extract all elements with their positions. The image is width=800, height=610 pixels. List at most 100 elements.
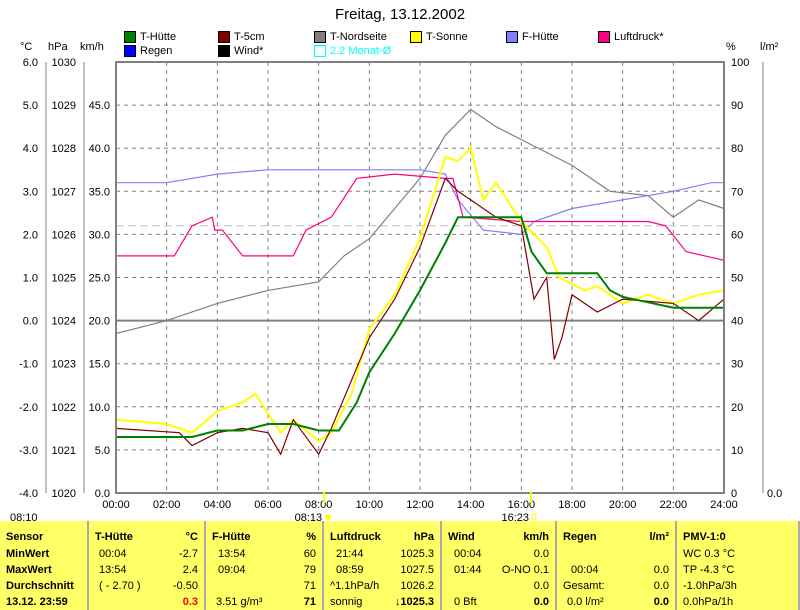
legend-label: T-Nordseite: [330, 31, 387, 43]
plot-frame: [115, 61, 725, 494]
legend-swatch: [506, 31, 518, 43]
legend-item: F-Hütte: [506, 31, 559, 43]
x-tick-label: 10:00: [356, 499, 384, 511]
x-tick-label: 20:00: [609, 499, 637, 511]
percent-tick-label: 90: [731, 100, 743, 112]
min-time: 21:44: [336, 548, 364, 560]
t-huette-column: T-Hütte °C 00:04 -2.7 13:54 2.4 ( - 2.70 ) -…: [89, 521, 206, 610]
max-value: 79: [303, 564, 316, 576]
sun-icon: [325, 514, 332, 520]
col-unit: hPa: [413, 531, 434, 543]
min-value: 0.0: [533, 548, 549, 560]
axis-unit-label: l/m²: [760, 41, 779, 53]
row-label-max: MaxWert: [6, 564, 52, 576]
avg-value: 1026.2: [400, 580, 434, 592]
update-time: 08:10: [10, 512, 38, 521]
legend-item: Luftdruck*: [598, 31, 664, 43]
x-tick-label: 00:00: [102, 499, 130, 511]
percent-tick-label: 20: [731, 402, 743, 414]
hpa-tick-label: 1026: [52, 229, 76, 241]
total-value: 0.0: [653, 580, 669, 592]
legend-label: Luftdruck*: [614, 31, 664, 43]
legend-swatch: [218, 45, 230, 57]
row-label-avg: Durchschnitt: [6, 580, 74, 592]
percent-tick-label: 10: [731, 445, 743, 457]
legend-item: T-5cm: [218, 31, 265, 43]
current-value: 0.0: [653, 596, 669, 608]
legend-swatch: [314, 31, 326, 43]
max-time: 09:04: [218, 564, 246, 576]
legend-label: T-5cm: [234, 31, 265, 43]
dewpoint: TP -4.3 °C: [683, 564, 735, 576]
celsius-tick-label: 5.0: [23, 100, 38, 112]
hpa-tick-label: 1021: [52, 445, 76, 457]
hpa-tick-label: 1025: [52, 273, 76, 285]
percent-tick-label: 0: [731, 488, 737, 500]
max-value: 0.0: [653, 564, 669, 576]
col-header: T-Hütte: [95, 531, 133, 543]
percent-tick-label: 40: [731, 316, 743, 328]
legend-item: T-Hütte: [124, 31, 176, 43]
hpa-tick-label: 1028: [52, 143, 76, 155]
celsius-tick-label: 6.0: [23, 57, 38, 69]
x-tick-label: 18:00: [558, 499, 586, 511]
x-tick-label: 04:00: [204, 499, 232, 511]
col-unit: °C: [185, 531, 198, 543]
max-time: 01:44: [454, 564, 482, 576]
series-line-t-h-tte: [116, 216, 724, 438]
kmh-tick-label: 5.0: [95, 445, 110, 457]
col-header: PMV-1:0: [683, 531, 726, 543]
legend-label: 2.2 Monat-Ø: [330, 45, 392, 57]
legend-swatch: [124, 45, 136, 57]
current-value: 71: [303, 596, 316, 608]
kmh-tick-label: 25.0: [89, 273, 110, 285]
max-time: 13:54: [99, 564, 127, 576]
celsius-tick-label: 4.0: [23, 143, 38, 155]
legend-swatch: [410, 31, 422, 43]
beaufort: 0 Bft: [454, 596, 477, 608]
series-line-luftdruck: [116, 173, 725, 261]
kmh-tick-label: 45.0: [89, 100, 110, 112]
hpa-tick-label: 1030: [52, 57, 76, 69]
pmv-column: PMV-1:0 WC 0.3 °C TP -4.3 °C -1.0hPa/3h …: [677, 521, 800, 610]
hpa-tick-label: 1020: [52, 488, 76, 500]
percent-tick-label: 100: [731, 57, 749, 69]
hpa-tick-label: 1023: [52, 359, 76, 371]
kmh-tick-label: 0.0: [95, 488, 110, 500]
percent-tick-label: 80: [731, 143, 743, 155]
legend-label: F-Hütte: [522, 31, 559, 43]
legend-item: 2.2 Monat-Ø: [314, 45, 391, 57]
celsius-tick-label: 0.0: [23, 316, 38, 328]
celsius-tick-label: -4.0: [19, 488, 38, 500]
wind-column: Wind km/h 00:04 0.0 01:44 O-NO 0.1 0.0 0 Bf…: [442, 521, 557, 610]
axis-unit-label: %: [726, 41, 736, 53]
col-unit: km/h: [523, 531, 549, 543]
sensor-column: Sensor MinWert MaxWert Durchschnitt 13.1…: [0, 521, 89, 610]
kmh-tick-label: 30.0: [89, 229, 110, 241]
max-time: 00:04: [571, 564, 599, 576]
luftdruck-column: Luftdruck hPa 21:44 1025.3 08:59 1027.5 ^1.…: [324, 521, 442, 610]
kmh-tick-label: 20.0: [89, 316, 110, 328]
col-header: F-Hütte: [212, 531, 251, 543]
avg-value: -0.50: [172, 580, 198, 592]
x-tick-label: 08:00: [305, 499, 333, 511]
kmh-tick-label: 35.0: [89, 186, 110, 198]
min-value: 1025.3: [400, 548, 434, 560]
legend-label: Wind*: [234, 45, 264, 57]
sensor-header: Sensor: [6, 531, 44, 543]
col-header: Wind: [448, 531, 475, 543]
moon-icon: [531, 513, 537, 520]
legend-item: T-Sonne: [410, 31, 468, 43]
summary-table: Sensor MinWert MaxWert Durchschnitt 13.1…: [0, 521, 800, 610]
avg-value: 71: [303, 580, 316, 592]
forecast: sonnig: [330, 596, 363, 608]
axis-unit-label: °C: [20, 41, 32, 53]
legend-label: T-Sonne: [426, 31, 468, 43]
current-value: ↓1025.3: [394, 596, 434, 608]
total-label: Gesamt:: [563, 580, 605, 592]
chart-title: Freitag, 13.12.2002: [334, 6, 466, 23]
row-label-min: MinWert: [6, 548, 50, 560]
min-value: -2.7: [179, 548, 198, 560]
abs-humidity: 3.51 g/m³: [216, 596, 263, 608]
